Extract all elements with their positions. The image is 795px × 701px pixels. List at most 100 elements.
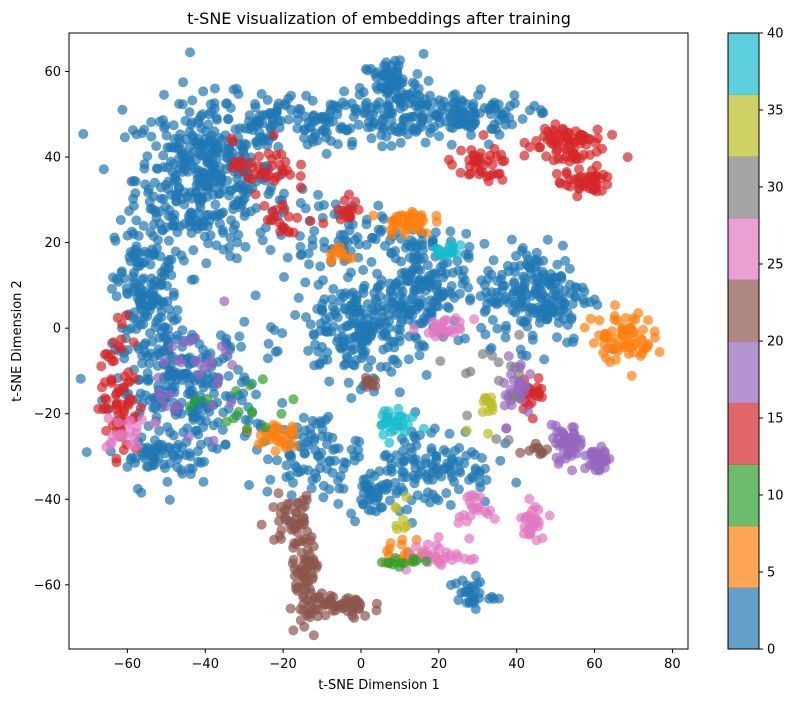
- scatter-point: [444, 428, 455, 439]
- scatter-point: [461, 228, 472, 239]
- scatter-point: [446, 281, 457, 291]
- scatter-point: [358, 265, 369, 275]
- scatter-point: [142, 151, 153, 162]
- scatter-point: [298, 592, 309, 603]
- scatter-point: [224, 190, 235, 201]
- scatter-point: [465, 510, 476, 521]
- x-axis-ticks: −60 −40 −20 0 20 40 60 80: [114, 649, 681, 672]
- scatter-point: [423, 487, 433, 498]
- scatter-point: [273, 141, 284, 152]
- scatter-point: [275, 226, 286, 237]
- scatter-point: [257, 110, 268, 120]
- scatter-point: [358, 474, 369, 485]
- scatter-point: [227, 360, 238, 370]
- scatter-point: [468, 157, 479, 168]
- scatter-point: [594, 465, 605, 476]
- scatter-point: [270, 346, 281, 357]
- scatter-point: [122, 418, 133, 429]
- scatter-point: [494, 593, 504, 604]
- scatter-point: [511, 477, 522, 488]
- scatter-point: [330, 443, 341, 454]
- scatter-point: [316, 112, 327, 123]
- scatter-point: [244, 116, 254, 127]
- scatter-point: [111, 404, 122, 415]
- scatter-point: [408, 237, 419, 248]
- scatter-point: [182, 388, 193, 399]
- x-tick-label: −60: [114, 657, 141, 672]
- scatter-point: [260, 422, 271, 433]
- scatter-point: [509, 98, 520, 109]
- scatter-point: [628, 313, 639, 324]
- scatter-point: [197, 193, 208, 204]
- scatter-point: [527, 334, 538, 345]
- scatter-point: [575, 434, 586, 445]
- scatter-point: [195, 457, 206, 468]
- scatter-point: [418, 423, 429, 434]
- scatter-point: [403, 354, 414, 365]
- colorbar-tick-label: 0: [767, 643, 775, 658]
- scatter-point: [96, 361, 107, 372]
- scatter-point: [288, 227, 299, 238]
- scatter-point: [466, 145, 477, 156]
- scatter-point: [240, 207, 251, 218]
- scatter-point: [412, 69, 423, 79]
- scatter-point: [326, 136, 336, 146]
- scatter-point: [246, 406, 257, 417]
- scatter-point: [130, 453, 141, 464]
- scatter-point: [612, 346, 623, 357]
- scatter-point: [503, 435, 514, 445]
- colorbar-tick-label: 10: [767, 489, 784, 504]
- scatter-point: [142, 442, 153, 453]
- scatter-point: [277, 398, 288, 408]
- y-tick-label: −20: [34, 407, 61, 422]
- scatter-point: [446, 139, 457, 150]
- scatter-point: [265, 245, 276, 255]
- scatter-point: [366, 121, 377, 132]
- scatter-point: [451, 249, 462, 260]
- scatter-point: [128, 200, 139, 211]
- scatter-point: [533, 373, 544, 384]
- scatter-point: [407, 206, 418, 217]
- scatter-point: [239, 123, 250, 134]
- scatter-point: [177, 375, 187, 385]
- scatter-point: [433, 532, 444, 542]
- scatter-point: [394, 127, 404, 137]
- scatter-point: [211, 169, 222, 180]
- scatter-point: [387, 291, 398, 302]
- scatter-point: [361, 97, 372, 108]
- scatter-point: [420, 137, 431, 148]
- scatter-point: [292, 212, 303, 223]
- scatter-point: [306, 429, 316, 440]
- scatter-point: [362, 299, 373, 310]
- scatter-point: [158, 194, 169, 204]
- scatter-point: [568, 333, 579, 344]
- scatter-point: [190, 355, 201, 366]
- scatter-point: [467, 102, 478, 112]
- scatter-point: [151, 141, 162, 152]
- scatter-point: [564, 263, 575, 274]
- scatter-point: [193, 369, 204, 380]
- scatter-point: [457, 575, 468, 586]
- scatter-point: [253, 161, 264, 171]
- scatter-point: [333, 498, 344, 509]
- scatter-point: [157, 297, 168, 308]
- scatter-point: [258, 132, 269, 143]
- scatter-point: [620, 313, 631, 323]
- scatter-point: [442, 257, 453, 268]
- scatter-point: [184, 336, 195, 347]
- scatter-point: [445, 226, 456, 237]
- scatter-point: [208, 420, 219, 431]
- scatter-point: [411, 304, 422, 315]
- scatter-point: [169, 221, 180, 232]
- colorbar-tick-label: 35: [767, 104, 784, 119]
- scatter-point: [292, 108, 303, 119]
- scatter-point: [381, 484, 391, 495]
- scatter-point: [376, 225, 387, 235]
- scatter-point: [415, 284, 426, 295]
- scatter-point: [489, 119, 500, 130]
- scatter-point: [353, 204, 364, 215]
- scatter-point: [337, 97, 348, 108]
- scatter-point: [325, 255, 336, 266]
- scatter-point: [328, 284, 339, 294]
- colorbar-tick-label: 20: [767, 335, 784, 350]
